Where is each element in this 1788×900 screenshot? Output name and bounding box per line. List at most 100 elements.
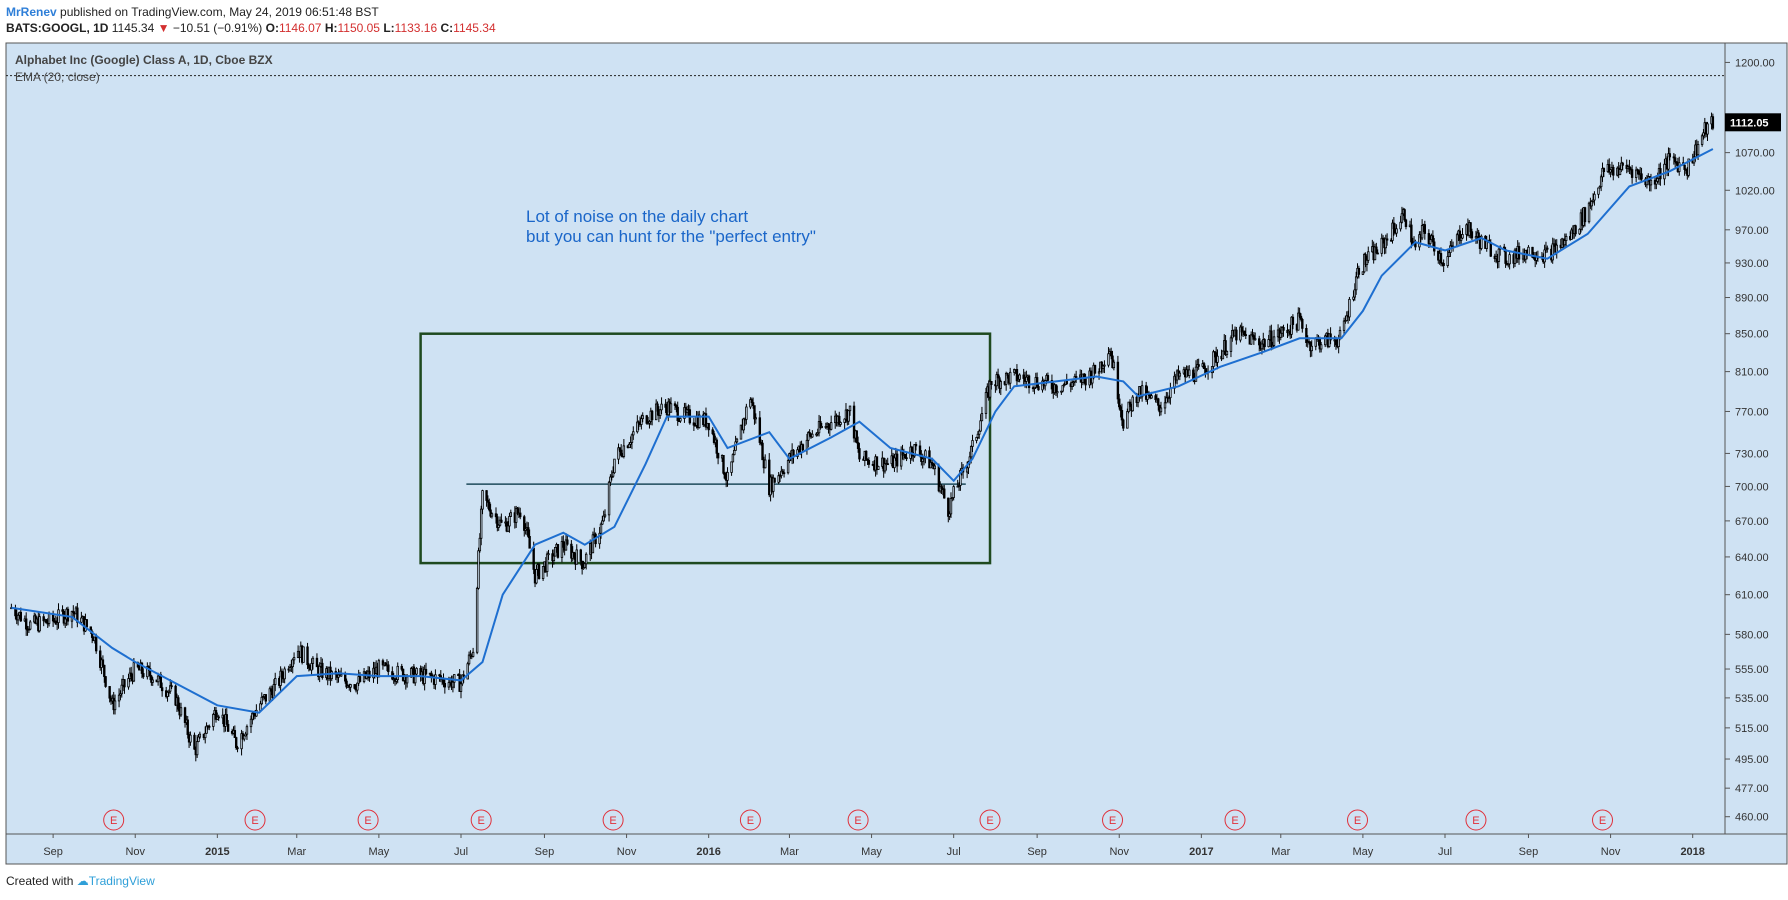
candle-body (913, 444, 916, 457)
candle-body (1120, 410, 1124, 421)
earnings-marker-icon[interactable] (1465, 809, 1487, 831)
candle-body (523, 516, 526, 531)
price-axis[interactable] (1724, 42, 1788, 835)
candle-body (1254, 338, 1257, 341)
tradingview-link[interactable]: TradingView (88, 874, 155, 888)
earnings-marker-label: E (986, 815, 993, 827)
candle-body (704, 413, 708, 428)
candle-body (47, 613, 51, 624)
candle-body (630, 434, 634, 443)
candle-body (1163, 402, 1167, 409)
candle-body (723, 472, 727, 479)
candle-body (1628, 166, 1631, 170)
range-box[interactable] (419, 332, 992, 565)
candle-body (601, 520, 604, 525)
symbol-label: BATS:GOOGL, 1D (6, 21, 109, 35)
candle-body (659, 409, 662, 416)
earnings-marker-icon[interactable] (103, 809, 125, 831)
candle-body (745, 406, 748, 420)
candle-body (1244, 334, 1247, 336)
candle-body (1403, 209, 1406, 221)
candle-body (1060, 390, 1063, 393)
candle-body (976, 433, 980, 438)
candle-body (669, 403, 673, 413)
candle-body (475, 587, 479, 653)
candle-body (1696, 144, 1700, 156)
candle-body (829, 422, 833, 430)
candle-body (1655, 180, 1658, 185)
candle-body (1634, 169, 1638, 178)
earnings-marker-icon[interactable] (1224, 809, 1246, 831)
x-tick-label: Sep (43, 846, 63, 858)
candle-body (233, 730, 237, 738)
candle-body (1178, 372, 1182, 377)
candle-body (488, 501, 491, 511)
author-link[interactable]: MrRenev (6, 5, 57, 19)
candle-body (692, 422, 696, 426)
candle-body (731, 454, 735, 463)
candle-body (1618, 169, 1622, 176)
earnings-marker-icon[interactable] (357, 809, 379, 831)
candle-body (947, 497, 950, 517)
earnings-marker-icon[interactable] (602, 809, 624, 831)
candle-body (1054, 384, 1058, 394)
candle-body (478, 537, 482, 552)
candle-body (1461, 234, 1464, 239)
candle-body (471, 651, 475, 657)
candle-body (815, 433, 818, 436)
candle-body (1591, 199, 1595, 202)
earnings-marker-label: E (609, 815, 616, 827)
candle-body (656, 403, 659, 412)
plot-area[interactable] (5, 42, 1726, 835)
annotation-line-1[interactable]: Lot of noise on the daily chart (526, 207, 748, 226)
candle-body (148, 668, 152, 677)
earnings-marker-icon[interactable] (244, 809, 266, 831)
candle-body (1118, 398, 1121, 408)
earnings-marker-icon[interactable] (979, 809, 1001, 831)
candle-body (225, 714, 228, 725)
candle-body (101, 659, 105, 666)
candle-body (1656, 178, 1659, 182)
candle-body (166, 691, 169, 697)
candle-body (1126, 411, 1129, 429)
candle-body (269, 688, 273, 692)
candle-body (516, 508, 519, 515)
candle-body (1439, 253, 1443, 264)
earnings-marker-icon[interactable] (1102, 809, 1124, 831)
candle-body (1225, 350, 1229, 356)
time-axis[interactable] (5, 833, 1788, 865)
footer: Created with ☁TradingView (6, 874, 155, 888)
candle-body (1357, 267, 1361, 275)
candle-body (786, 460, 790, 474)
x-tick-label: Jul (454, 846, 468, 858)
candle-body (1216, 355, 1219, 363)
x-tick-label: Nov (125, 846, 145, 858)
x-tick-label: Sep (535, 846, 555, 858)
candle-body (875, 456, 879, 470)
annotation-line-2[interactable]: but you can hunt for the "perfect entry" (526, 227, 816, 246)
earnings-marker-icon[interactable] (1592, 809, 1614, 831)
candle-body (707, 422, 710, 431)
candle-body (1329, 333, 1332, 341)
candle-body (1298, 312, 1301, 317)
candle-body (108, 686, 111, 699)
candle-body (259, 703, 262, 711)
candle-body (1112, 361, 1116, 369)
earnings-marker-icon[interactable] (847, 809, 869, 831)
candle-body (750, 399, 753, 403)
price-badge: 1112.05 (1730, 117, 1769, 129)
candle-body (541, 566, 545, 579)
candle-body (676, 406, 679, 421)
x-tick-label: Nov (1109, 846, 1129, 858)
candle-body (996, 374, 1000, 379)
x-tick-label: May (1353, 846, 1374, 858)
candle-body (580, 560, 584, 570)
earnings-marker-icon[interactable] (470, 809, 492, 831)
candle-body (864, 450, 868, 460)
candle-body (156, 675, 160, 683)
candle-body (1157, 398, 1160, 406)
earnings-marker-icon[interactable] (739, 809, 761, 831)
candle-body (1563, 240, 1567, 246)
earnings-marker-icon[interactable] (1347, 809, 1369, 831)
